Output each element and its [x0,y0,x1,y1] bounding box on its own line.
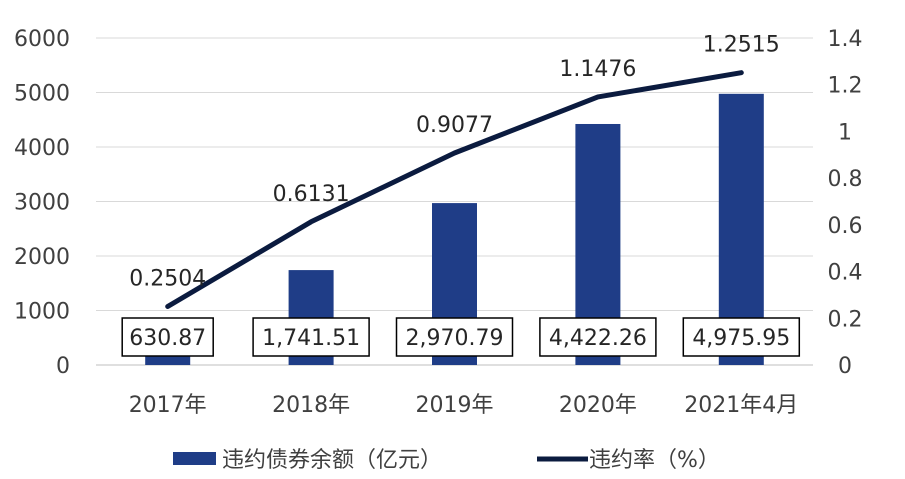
left-y-tick-label: 0 [56,354,70,379]
right-y-tick-label: 1.4 [828,27,863,52]
x-tick-label: 2020年 [559,393,637,418]
default-rate-line [165,70,744,310]
bar-data-label-box [539,317,657,357]
right-y-tick-label: 0 [838,354,852,379]
line-series: 0.2504 0.6131 0.9077 1.1476 1.2515 [129,33,780,310]
gridlines [96,37,813,366]
legend: 违约债券余额（亿元） 违约率（%） [173,448,720,473]
left-y-axis-ticks: 0 1000 2000 3000 4000 5000 6000 [14,27,70,379]
bar-data-label-box [395,317,514,357]
x-tick-label: 2021年4月 [684,393,798,418]
line-data-label: 0.9077 [416,113,493,138]
x-axis-ticks: 2017年 2018年 2019年 2020年 2021年4月 [129,393,799,418]
bar-data-label: 1,741.51 [262,326,360,351]
line-data-label: 1.2515 [703,33,780,58]
bar-data-label-box [252,317,370,357]
legend-line-label: 违约率（%） [589,448,720,473]
legend-bar-swatch [173,452,216,465]
legend-bar-label: 违约债券余额（亿元） [222,448,442,473]
left-y-tick-label: 1000 [14,300,70,325]
left-y-tick-label: 6000 [14,27,70,52]
x-tick-label: 2019年 [416,393,494,418]
right-y-tick-label: 1.2 [828,74,863,99]
bar-data-label-box [682,317,801,357]
line-data-label: 0.2504 [129,267,206,292]
right-y-axis-ticks: 0 0.2 0.4 0.6 0.8 1 1.2 1.4 [828,27,863,379]
bar-data-label: 630.87 [129,326,206,351]
left-y-tick-label: 5000 [14,82,70,107]
line-data-label: 1.1476 [559,57,636,82]
bar-data-label-box [121,317,214,357]
bar-data-label: 2,970.79 [406,326,504,351]
right-y-tick-label: 0.8 [828,167,863,192]
x-tick-label: 2018年 [272,393,350,418]
x-tick-label: 2017年 [129,393,207,418]
right-y-tick-label: 1 [838,120,852,145]
bar-data-label: 4,422.26 [549,326,647,351]
left-y-tick-label: 3000 [14,191,70,216]
bar-data-label: 4,975.95 [692,326,790,351]
right-y-tick-label: 0.4 [828,261,863,286]
bar-series: 630.87 1,741.51 2,970.79 4,422.26 4,975.95 [121,93,801,365]
right-y-tick-label: 0.2 [828,307,863,332]
right-y-tick-label: 0.6 [828,214,863,239]
line-data-label: 0.6131 [273,182,350,207]
left-y-tick-label: 2000 [14,245,70,270]
left-y-tick-label: 4000 [14,136,70,161]
